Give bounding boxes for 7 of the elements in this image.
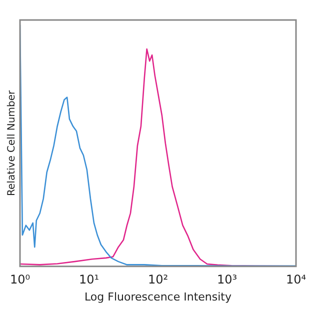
x-tick-label: 10³ xyxy=(216,272,238,287)
y-axis-title: Relative Cell Number xyxy=(6,90,18,196)
x-tick-label: 10⁰ xyxy=(10,272,30,287)
x-tick-label: 10¹ xyxy=(78,272,100,287)
x-axis-title: Log Fluorescence Intensity xyxy=(84,290,232,304)
x-tick-label: 10⁴ xyxy=(286,272,306,287)
x-tick-label: 10² xyxy=(148,272,168,287)
